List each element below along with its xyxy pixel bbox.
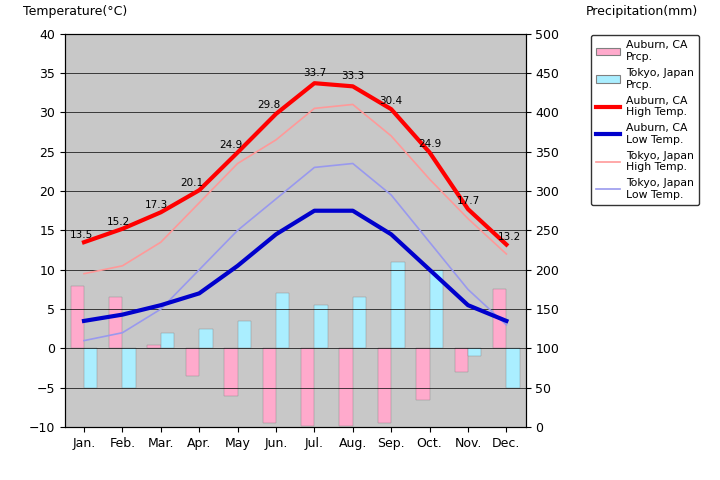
Text: 17.3: 17.3 [145, 200, 168, 210]
Auburn, CA
Low Temp. [387, 231, 395, 237]
Bar [391, 262, 405, 348]
Tokyo, Japan
Low Temp. [233, 228, 242, 233]
Auburn, CA
High Temp. [348, 84, 357, 89]
Tokyo, Japan
High Temp. [502, 251, 510, 257]
Bar [238, 321, 251, 348]
Tokyo, Japan
High Temp. [195, 200, 204, 206]
Auburn, CA
High Temp. [233, 150, 242, 156]
Text: 17.7: 17.7 [456, 195, 480, 205]
Line: Tokyo, Japan
Low Temp.: Tokyo, Japan Low Temp. [84, 164, 506, 341]
Tokyo, Japan
High Temp. [118, 263, 127, 269]
Text: 13.2: 13.2 [498, 232, 521, 242]
Bar [430, 270, 443, 348]
Auburn, CA
High Temp. [310, 80, 319, 86]
Legend: Auburn, CA
Prcp., Tokyo, Japan
Prcp., Auburn, CA
High Temp., Auburn, CA
Low Temp: Auburn, CA Prcp., Tokyo, Japan Prcp., Au… [591, 35, 699, 205]
Tokyo, Japan
High Temp. [80, 271, 89, 276]
Auburn, CA
High Temp. [156, 209, 165, 215]
Tokyo, Japan
Low Temp. [156, 306, 165, 312]
Auburn, CA
Low Temp. [80, 318, 89, 324]
Tokyo, Japan
High Temp. [348, 102, 357, 108]
Auburn, CA
Low Temp. [195, 290, 204, 296]
Bar [263, 348, 276, 423]
Auburn, CA
Low Temp. [156, 302, 165, 308]
Auburn, CA
Low Temp. [233, 263, 242, 269]
Bar [339, 348, 353, 426]
Auburn, CA
High Temp. [80, 240, 89, 245]
Auburn, CA
High Temp. [387, 106, 395, 112]
Bar [224, 348, 238, 396]
Bar [468, 348, 482, 356]
Tokyo, Japan
Low Temp. [195, 267, 204, 273]
Text: 13.5: 13.5 [70, 230, 93, 240]
Text: 29.8: 29.8 [258, 100, 281, 110]
Line: Auburn, CA
High Temp.: Auburn, CA High Temp. [84, 83, 506, 245]
Line: Auburn, CA
Low Temp.: Auburn, CA Low Temp. [84, 211, 506, 321]
Bar [84, 348, 97, 388]
Bar [109, 297, 122, 348]
Tokyo, Japan
Low Temp. [118, 330, 127, 336]
Bar [186, 348, 199, 376]
Text: 30.4: 30.4 [379, 96, 402, 106]
Bar [199, 329, 212, 348]
Tokyo, Japan
High Temp. [387, 133, 395, 139]
Tokyo, Japan
Low Temp. [80, 338, 89, 344]
Bar [161, 333, 174, 348]
Bar [454, 348, 468, 372]
Line: Tokyo, Japan
High Temp.: Tokyo, Japan High Temp. [84, 105, 506, 274]
Auburn, CA
Low Temp. [271, 231, 280, 237]
Tokyo, Japan
High Temp. [310, 106, 319, 111]
Text: 24.9: 24.9 [418, 139, 441, 149]
Bar [301, 348, 315, 426]
Tokyo, Japan
High Temp. [426, 176, 434, 182]
Auburn, CA
High Temp. [195, 187, 204, 193]
Tokyo, Japan
Low Temp. [310, 165, 319, 170]
Bar [493, 289, 506, 348]
Auburn, CA
Low Temp. [310, 208, 319, 214]
Auburn, CA
High Temp. [464, 206, 472, 212]
Bar [506, 348, 520, 388]
Tokyo, Japan
High Temp. [464, 216, 472, 221]
Text: 20.1: 20.1 [181, 178, 204, 188]
Text: Temperature(°C): Temperature(°C) [23, 5, 127, 18]
Tokyo, Japan
Low Temp. [387, 192, 395, 198]
Auburn, CA
Low Temp. [348, 208, 357, 214]
Bar [416, 348, 430, 400]
Tokyo, Japan
Low Temp. [271, 196, 280, 202]
Tokyo, Japan
Low Temp. [348, 161, 357, 167]
Bar [378, 348, 391, 423]
Tokyo, Japan
Low Temp. [464, 287, 472, 292]
Auburn, CA
High Temp. [502, 242, 510, 248]
Tokyo, Japan
Low Temp. [426, 240, 434, 245]
Bar [276, 293, 289, 348]
Bar [315, 305, 328, 348]
Tokyo, Japan
High Temp. [156, 240, 165, 245]
Bar [122, 348, 136, 388]
Text: 33.7: 33.7 [303, 68, 326, 78]
Bar [148, 345, 161, 348]
Auburn, CA
High Temp. [118, 226, 127, 232]
Tokyo, Japan
High Temp. [271, 137, 280, 143]
Tokyo, Japan
Low Temp. [502, 322, 510, 328]
Auburn, CA
Low Temp. [502, 318, 510, 324]
Text: Precipitation(mm): Precipitation(mm) [585, 5, 698, 18]
Tokyo, Japan
High Temp. [233, 161, 242, 167]
Text: 24.9: 24.9 [219, 140, 243, 150]
Auburn, CA
Low Temp. [426, 267, 434, 273]
Bar [353, 297, 366, 348]
Text: 15.2: 15.2 [107, 216, 130, 227]
Auburn, CA
Low Temp. [464, 302, 472, 308]
Text: 33.3: 33.3 [341, 72, 364, 82]
Auburn, CA
Low Temp. [118, 312, 127, 317]
Auburn, CA
High Temp. [271, 111, 280, 117]
Auburn, CA
High Temp. [426, 150, 434, 156]
Bar [71, 286, 84, 348]
